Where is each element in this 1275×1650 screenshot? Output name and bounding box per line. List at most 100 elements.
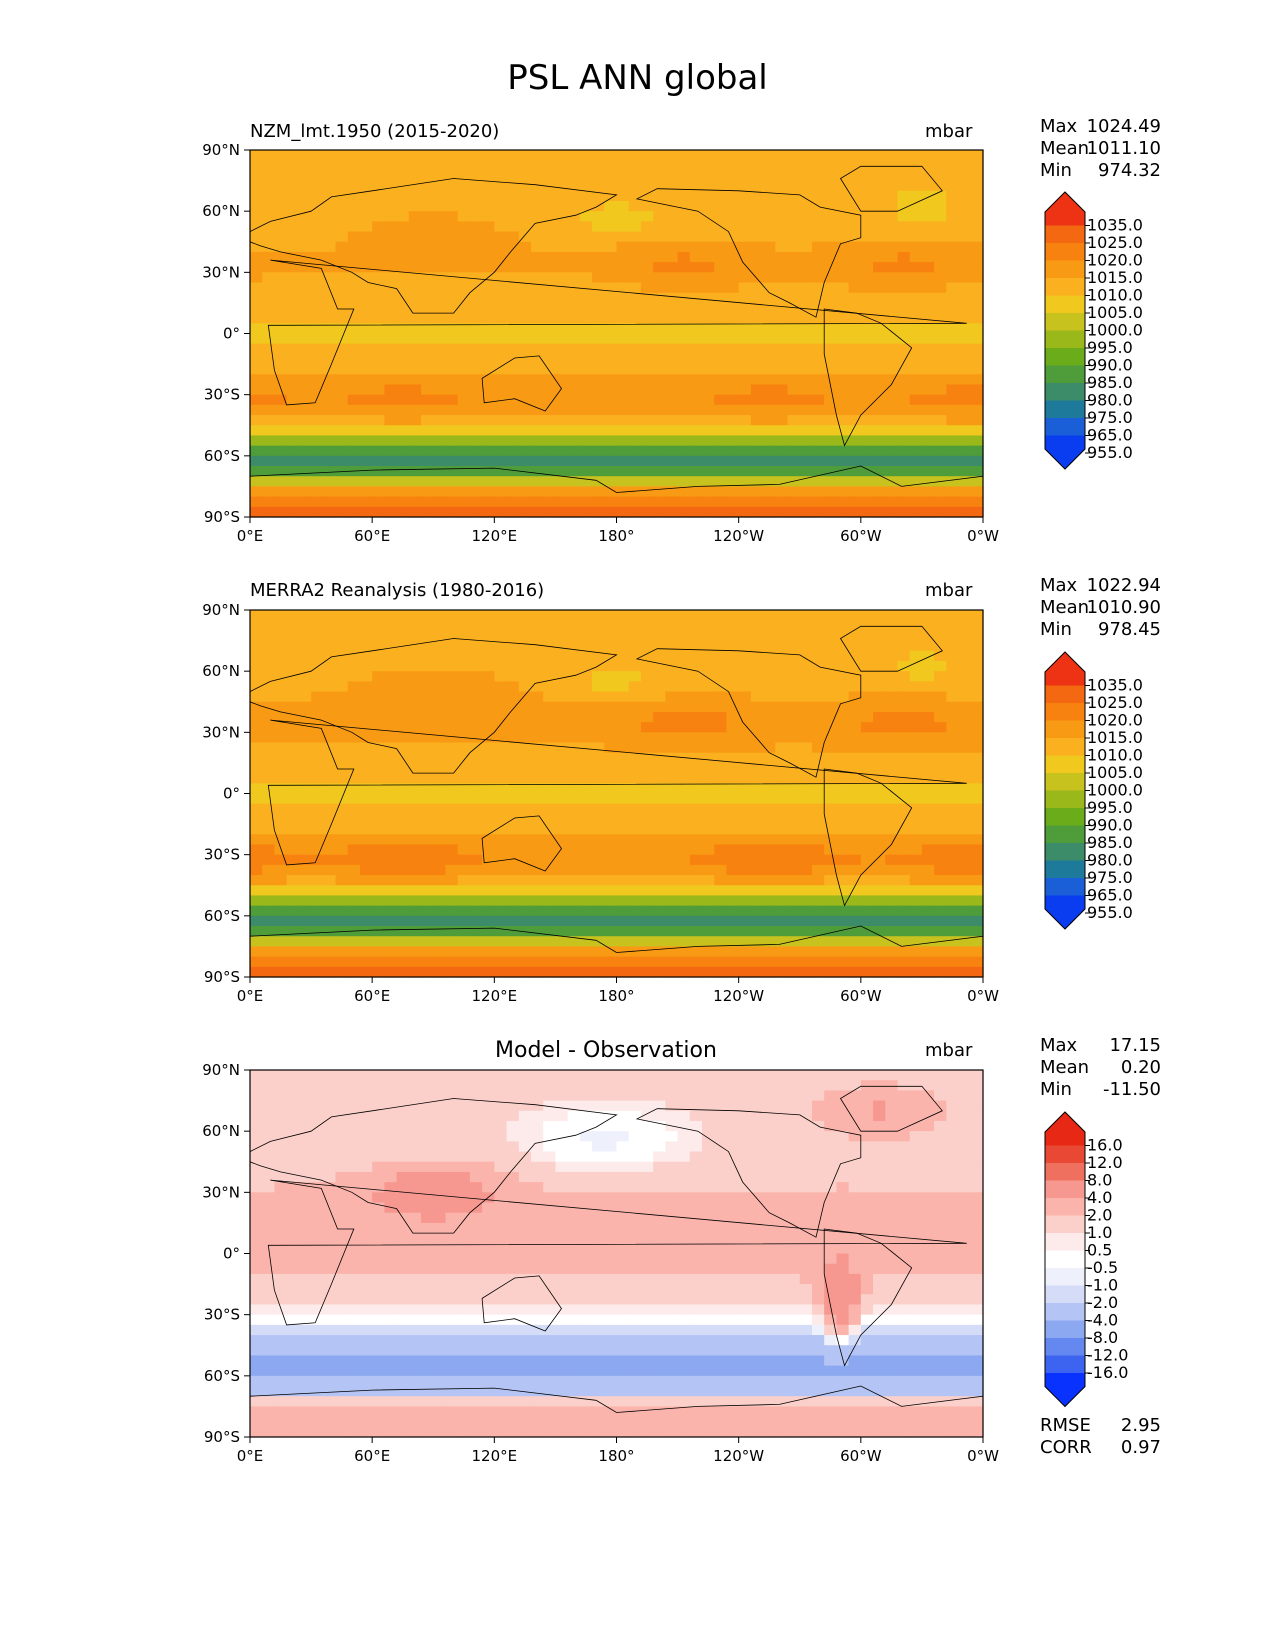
field-cell <box>604 946 618 958</box>
field-cell <box>640 915 654 927</box>
field-cell <box>970 353 984 365</box>
field-cell <box>775 466 789 477</box>
field-cell <box>457 455 471 467</box>
field-cell <box>787 926 801 937</box>
colorbar-segment <box>1045 278 1085 296</box>
field-cell <box>579 824 593 835</box>
field-cell <box>616 926 630 937</box>
field-cell <box>640 834 654 846</box>
field-cell <box>665 445 679 457</box>
field-cell <box>909 885 923 897</box>
field-cell <box>408 272 422 284</box>
field-cell <box>763 476 776 488</box>
field-cell <box>530 722 544 733</box>
field-cell <box>811 885 825 897</box>
field-cell <box>506 435 520 447</box>
field-cell <box>298 180 312 192</box>
field-cell <box>469 384 483 396</box>
field-cell <box>555 251 569 263</box>
field-cell <box>494 875 508 886</box>
field-cell <box>824 885 837 897</box>
field-cell <box>714 262 728 273</box>
field-cell <box>958 1141 972 1153</box>
field-cell <box>958 466 972 477</box>
field-cell <box>408 671 422 682</box>
field-cell <box>518 610 532 621</box>
y-tick-label: 90°N <box>202 141 240 159</box>
field-cell <box>873 946 886 958</box>
field-cell <box>799 506 813 518</box>
field-cell <box>518 435 532 447</box>
field-cell <box>347 374 361 386</box>
field-cell <box>738 476 752 488</box>
field-cell <box>359 660 373 672</box>
field-cell <box>311 333 324 345</box>
field-cell <box>787 803 801 815</box>
field-cell <box>799 353 813 365</box>
field-cell <box>359 374 373 386</box>
field-cell <box>274 946 288 958</box>
stat-max-label: Max <box>1040 1035 1078 1056</box>
field-cell <box>958 630 972 642</box>
field-cell <box>274 915 288 927</box>
field-cell <box>335 496 349 508</box>
field-cell <box>934 160 947 171</box>
field-cell <box>934 384 947 396</box>
field-cell <box>408 711 422 723</box>
field-cell <box>640 660 654 672</box>
field-cell <box>640 844 654 856</box>
field-cell <box>616 282 630 294</box>
field-cell <box>592 190 605 202</box>
field-cell <box>298 302 312 314</box>
field-cell <box>604 333 618 345</box>
field-cell <box>897 506 911 518</box>
field-cell <box>775 1141 789 1153</box>
field-cell <box>628 455 642 467</box>
field-cell <box>359 834 373 846</box>
field-cell <box>323 1100 337 1112</box>
field-cell <box>555 742 569 754</box>
field-cell <box>775 506 789 518</box>
field-cell <box>286 353 300 365</box>
field-cell <box>408 875 422 886</box>
field-cell <box>482 1110 495 1122</box>
field-cell <box>262 425 276 437</box>
field-cell <box>567 660 581 672</box>
field-cell <box>286 496 300 508</box>
field-cell <box>897 313 911 324</box>
field-cell <box>677 671 691 682</box>
field-cell <box>653 834 666 846</box>
map-panel-obs: 0°E 60°E 120°E 180° 120°W 60°W 0°W90°N60°N30°N… <box>202 601 999 1005</box>
field-cell <box>824 1090 837 1102</box>
field-cell <box>677 200 691 212</box>
field-cell <box>836 824 850 835</box>
field-cell <box>628 1100 642 1112</box>
field-cell <box>836 905 850 917</box>
field-cell <box>384 783 398 795</box>
field-cell <box>335 415 349 426</box>
field-cell <box>421 936 434 948</box>
field-cell <box>433 895 447 907</box>
field-cell <box>640 241 654 253</box>
field-cell <box>763 506 776 518</box>
field-cell <box>738 915 752 927</box>
field-cell <box>616 834 630 846</box>
field-cell <box>445 732 459 744</box>
field-cell <box>408 221 422 233</box>
field-cell <box>653 496 666 508</box>
field-cell <box>262 180 276 192</box>
field-cell <box>934 1131 947 1142</box>
field-cell <box>469 262 483 273</box>
field-cell <box>689 313 703 324</box>
field-cell <box>421 251 434 263</box>
field-cell <box>873 170 886 182</box>
field-cell <box>347 711 361 723</box>
field-cell <box>372 1070 385 1081</box>
field-cell <box>530 864 544 876</box>
field-cell <box>592 813 605 825</box>
field-cell <box>726 966 740 978</box>
field-cell <box>848 404 862 416</box>
field-cell <box>628 793 642 805</box>
field-cell <box>250 1110 263 1122</box>
field-cell <box>616 956 630 968</box>
